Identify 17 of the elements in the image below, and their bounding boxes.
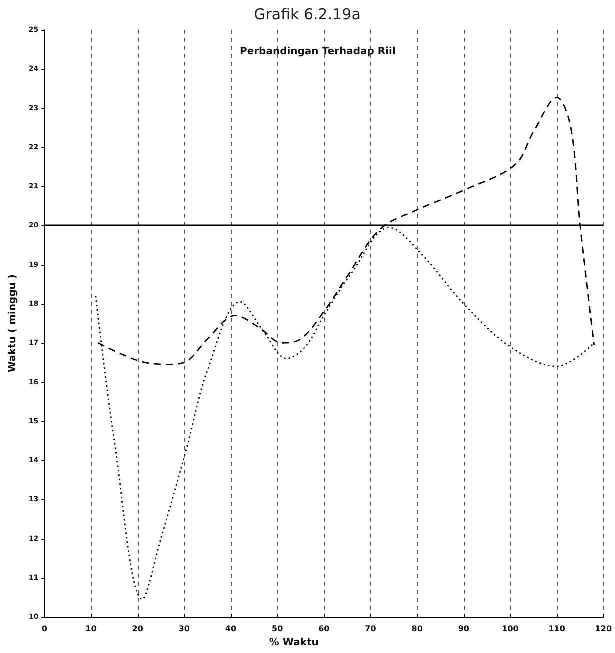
y-axis-title: Waktu ( minggu ) <box>8 274 18 373</box>
x-tick-label: 80 <box>412 624 424 634</box>
x-tick-label: 40 <box>225 624 237 634</box>
x-tick-label: 50 <box>272 624 284 634</box>
x-tick-label: 120 <box>595 624 612 634</box>
x-tick-label: 20 <box>132 624 144 634</box>
x-tick-label: 100 <box>502 624 520 634</box>
text: Perbandingan Terhadap Riil <box>240 46 396 58</box>
x-tick-label: 110 <box>548 624 566 634</box>
chart-title: Grafik 6.2.19a <box>254 6 361 24</box>
x-tick-label: 30 <box>178 624 190 634</box>
x-tick-label: 0 <box>42 624 48 634</box>
x-tick-label: 70 <box>365 624 377 634</box>
x-tick-label: 10 <box>86 624 98 634</box>
x-tick-label: 90 <box>458 624 470 634</box>
x-tick-label: 60 <box>318 624 330 634</box>
x-axis-title: % Waktu <box>269 638 319 648</box>
